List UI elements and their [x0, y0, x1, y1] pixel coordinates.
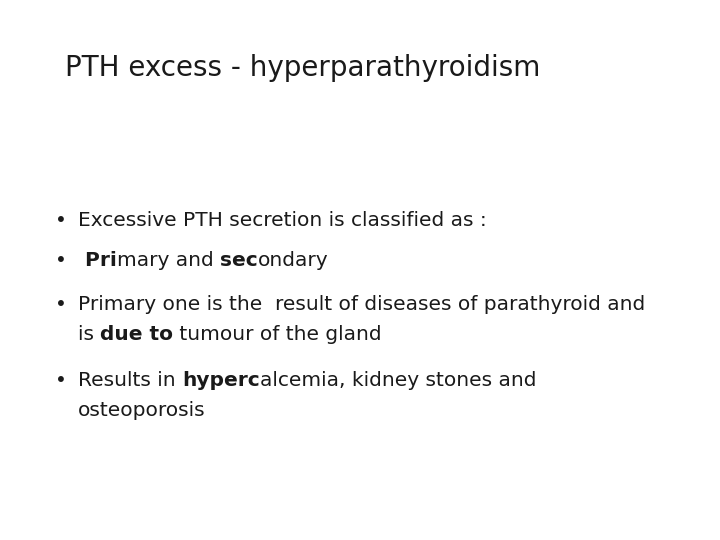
Text: mary and: mary and [117, 251, 220, 269]
Text: PTH excess - hyperparathyroidism: PTH excess - hyperparathyroidism [65, 54, 540, 82]
Text: •: • [55, 295, 67, 314]
Text: •: • [55, 370, 67, 389]
Text: is: is [78, 326, 100, 345]
Text: Pri: Pri [78, 251, 117, 269]
Text: •: • [55, 211, 67, 229]
Text: •: • [55, 251, 67, 269]
Text: hyperc: hyperc [182, 370, 260, 389]
Text: osteoporosis: osteoporosis [78, 401, 206, 420]
Text: Primary one is the  result of diseases of parathyroid and: Primary one is the result of diseases of… [78, 295, 645, 314]
Text: ondary: ondary [258, 251, 328, 269]
Text: Excessive PTH secretion is classified as :: Excessive PTH secretion is classified as… [78, 211, 487, 229]
Text: tumour of the gland: tumour of the gland [174, 326, 382, 345]
Text: alcemia, kidney stones and: alcemia, kidney stones and [260, 370, 536, 389]
Text: sec: sec [220, 251, 258, 269]
Text: Results in: Results in [78, 370, 182, 389]
Text: due to: due to [100, 326, 174, 345]
